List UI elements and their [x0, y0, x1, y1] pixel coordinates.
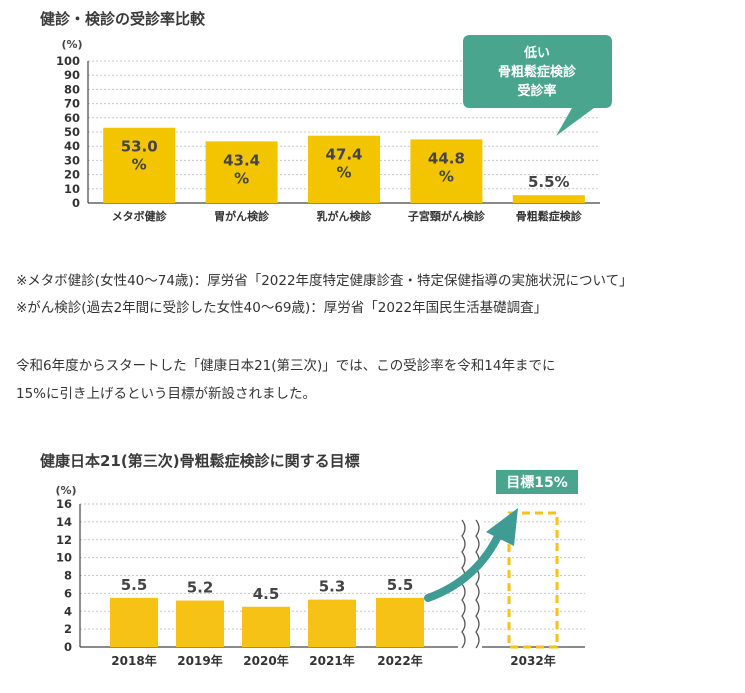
chart1-y-tick-label: 50 [64, 125, 80, 139]
chart1-bar [512, 195, 585, 203]
chart1-category-label: メタボ健診 [112, 209, 168, 223]
chart1-y-tick-label: 60 [64, 111, 80, 125]
chart1-y-tick-label: 80 [64, 82, 80, 96]
chart1-title: 健診・検診の受診率比較 [40, 10, 206, 28]
chart2-bar [176, 600, 224, 647]
chart2-y-tick-label: 2 [64, 622, 72, 636]
chart1-y-tick-label: 100 [56, 54, 80, 68]
chart1-y-tick-label: 20 [64, 168, 80, 182]
chart2-y-tick-label: 4 [64, 604, 72, 618]
chart2-title: 健康日本21(第三次)骨粗鬆症検診に関する目標 [40, 452, 360, 470]
chart2-y-tick-label: 8 [64, 569, 72, 583]
body-text-line-1: 令和6年度からスタートした「健康日本21(第三次)」では、この受診率を令和14年… [16, 358, 556, 374]
chart2-data-label: 4.5 [253, 585, 280, 603]
chart1-data-label: 47.4 [325, 146, 362, 164]
chart1-bar [205, 141, 278, 203]
chart2-data-label: 5.2 [187, 579, 214, 597]
chart1-y-tick-label: 0 [72, 196, 80, 210]
chart2-category-label: 2020年 [243, 653, 288, 668]
chart2-target-badge [496, 470, 578, 494]
chart2-axis-break-line [475, 519, 480, 649]
chart1-bar [308, 135, 380, 203]
chart1-data-label-unit: % [439, 167, 454, 185]
body-text-line-2: 15%に引き上げるという目標が新設されました。 [16, 386, 317, 402]
chart2-bar [308, 599, 356, 647]
chart2-trend-arrowhead [486, 508, 518, 546]
chart2-target-badge-label: 目標15% [506, 474, 568, 491]
chart1-y-tick-label: 90 [64, 68, 80, 82]
chart2-category-label: 2021年 [309, 653, 354, 668]
chart1-category-label: 子宮頸がん検診 [408, 209, 486, 223]
chart2-y-tick-label: 6 [64, 586, 72, 600]
chart1-data-label: 44.8 [428, 149, 465, 167]
chart2-category-label: 2018年 [111, 653, 156, 668]
chart2-trend-arrow [424, 528, 504, 602]
chart1-category-label: 乳がん検診 [317, 209, 373, 223]
chart2-unit-label: (%) [55, 484, 76, 497]
chart2-data-label: 5.5 [387, 576, 414, 594]
source-note-1: ※メタボ健診(女性40〜74歳)：厚労省「2022年度特定健康診査・特定保健指導… [16, 273, 633, 289]
chart1-callout-text: 骨粗鬆症検診 [498, 64, 577, 80]
chart1-data-label: 43.4 [223, 151, 260, 169]
chart2-bar [110, 597, 158, 647]
chart2-data-label: 5.5 [121, 576, 148, 594]
chart2-y-tick-label: 14 [56, 515, 72, 529]
chart1-data-label-unit: % [336, 164, 351, 182]
source-note-2: ※がん検診(過去2年間に受診した女性40〜69歳)：厚労省「2022年国民生活基… [16, 300, 548, 316]
chart1-data-label-unit: % [132, 156, 147, 174]
chart1-y-tick-label: 70 [64, 97, 80, 111]
chart2-y-tick-label: 16 [56, 497, 72, 511]
chart1-category-label: 胃がん検診 [214, 209, 270, 223]
chart1-callout-text: 受診率 [517, 83, 556, 99]
chart1-bar [410, 139, 483, 203]
chart2-bar [376, 597, 424, 647]
chart2-category-label: 2032年 [510, 653, 555, 668]
chart2-y-tick-label: 10 [56, 551, 72, 565]
chart2-bar [242, 606, 290, 647]
chart1-category-label: 骨粗鬆症検診 [516, 209, 583, 223]
chart1-callout-text: 低い [523, 45, 550, 61]
chart1-y-tick-label: 10 [64, 182, 80, 196]
chart2-category-label: 2019年 [177, 653, 222, 668]
chart1-unit-label: (%) [61, 38, 82, 51]
chart1-bar [103, 127, 176, 203]
chart1-data-label: 53.0 [121, 138, 158, 156]
chart2-target-bar [507, 511, 559, 649]
chart1-callout-bubble [463, 35, 612, 136]
chart1-data-label-unit: % [234, 169, 249, 187]
chart2-svg: (%) 0 2 4 6 8 10 12 14 16 5.5 2018年 5.2 2019年 4.5 2020年… [55, 470, 585, 668]
chart1-data-label: 5.5% [528, 173, 570, 191]
chart2-y-tick-label: 0 [64, 640, 72, 654]
chart2-y-tick-label: 12 [56, 533, 72, 547]
chart1-y-tick-label: 40 [64, 139, 80, 153]
chart2-category-label: 2022年 [377, 653, 422, 668]
chart1-y-tick-label: 30 [64, 153, 80, 167]
chart2-data-label: 5.3 [319, 578, 346, 596]
